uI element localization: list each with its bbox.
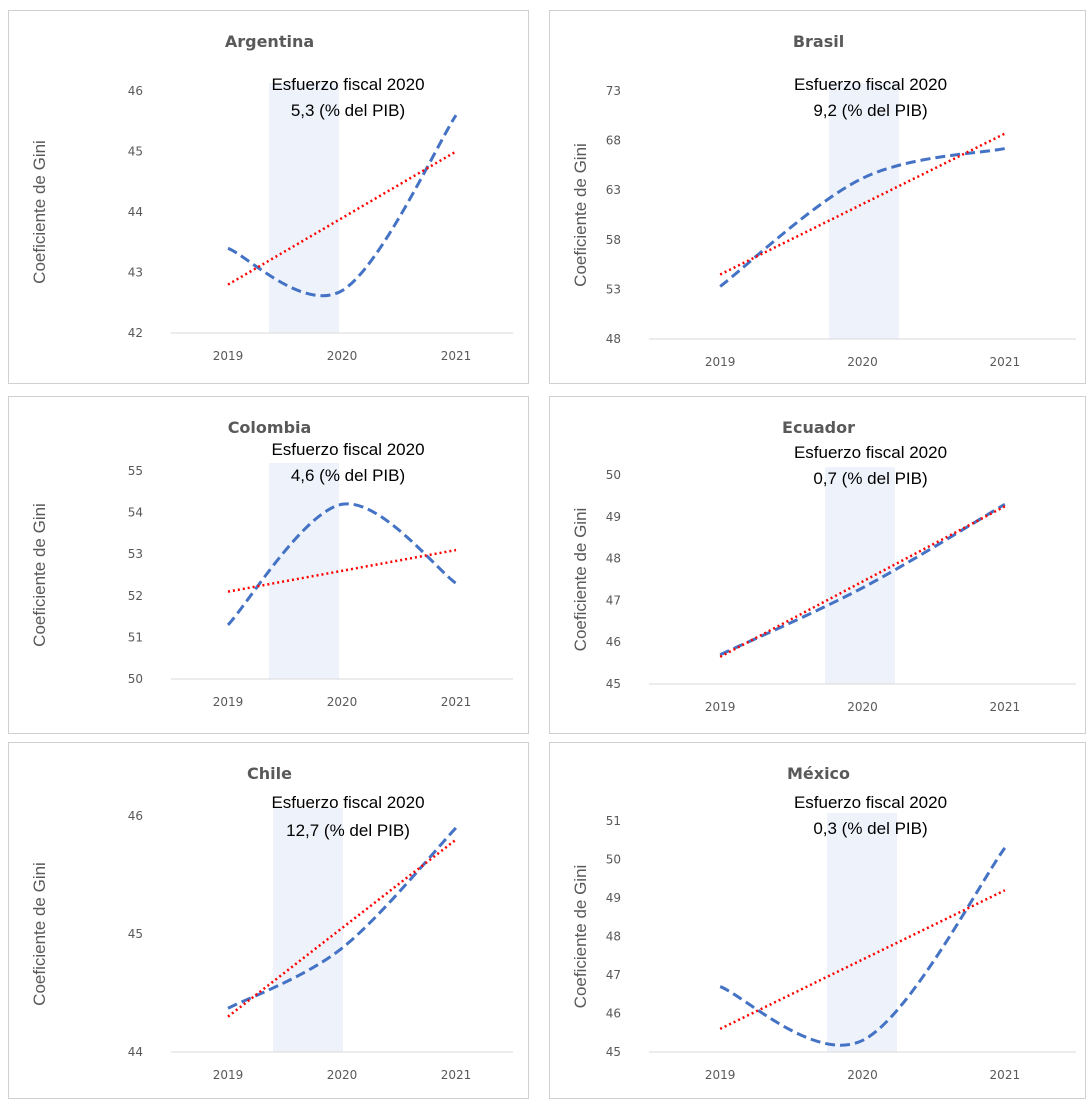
y-axis-label: Coeficiente de Gini	[571, 508, 590, 652]
y-tick-label: 51	[128, 630, 143, 644]
y-tick-label: 45	[606, 677, 621, 691]
annotation-title: Esfuerzo fiscal 2020	[794, 443, 947, 462]
y-axis-label: Coeficiente de Gini	[30, 140, 49, 284]
chart-title: Ecuador	[782, 418, 855, 437]
y-axis-label: Coeficiente de Gini	[571, 143, 590, 287]
chart-title: Colombia	[228, 418, 312, 437]
annotation-title: Esfuerzo fiscal 2020	[271, 440, 424, 459]
y-tick-label: 46	[606, 1007, 621, 1021]
chart-panel-mexico: México Coeficiente de Gini 45 46 47 48 49 50 51 2…	[549, 742, 1086, 1099]
y-tick-label: 53	[128, 547, 143, 561]
chart-svg-argentina: Argentina Coeficiente de Gini 42 43 44 45 46 20…	[9, 11, 530, 385]
x-tick-label: 2021	[990, 700, 1021, 714]
x-tick-label: 2019	[705, 355, 736, 369]
x-tick-label: 2021	[441, 695, 472, 709]
chart-panel-ecuador: Ecuador Coeficiente de Gini 45 46 47 48 49 50 20…	[549, 396, 1086, 734]
chart-panel-chile: Chile Coeficiente de Gini 44 45 46 2019 2020 20…	[8, 742, 529, 1099]
y-tick-label: 42	[128, 326, 143, 340]
y-tick-label: 46	[606, 635, 621, 649]
annotation-value: 5,3 (% del PIB)	[291, 101, 405, 120]
x-tick-label: 2020	[327, 1068, 358, 1082]
y-tick-label: 48	[606, 930, 621, 944]
chart-title: Chile	[247, 764, 292, 783]
y-tick-label: 63	[606, 183, 621, 197]
chart-panel-colombia: Colombia Coeficiente de Gini 50 51 52 53 54 55 2…	[8, 396, 529, 734]
y-tick-label: 44	[128, 205, 143, 219]
annotation-value: 9,2 (% del PIB)	[813, 101, 927, 120]
x-tick-label: 2021	[441, 349, 472, 363]
chart-title: México	[787, 764, 850, 783]
y-tick-label: 73	[606, 84, 621, 98]
chart-svg-ecuador: Ecuador Coeficiente de Gini 45 46 47 48 49 50 20…	[550, 397, 1087, 735]
x-tick-label: 2020	[847, 1068, 878, 1082]
chart-svg-colombia: Colombia Coeficiente de Gini 50 51 52 53 54 55 2…	[9, 397, 530, 735]
chart-svg-mexico: México Coeficiente de Gini 45 46 47 48 49 50 51 2…	[550, 743, 1087, 1100]
y-tick-label: 48	[606, 552, 621, 566]
y-tick-label: 50	[128, 672, 143, 686]
chart-panel-argentina: Argentina Coeficiente de Gini 42 43 44 45 46 20…	[8, 10, 529, 384]
annotation-value: 0,7 (% del PIB)	[813, 469, 927, 488]
annotation-value: 0,3 (% del PIB)	[813, 819, 927, 838]
y-tick-label: 50	[606, 853, 621, 867]
chart-title: Brasil	[793, 32, 844, 51]
highlight-band-2020	[829, 83, 899, 339]
y-tick-label: 45	[128, 145, 143, 159]
y-tick-label: 45	[128, 927, 143, 941]
y-tick-label: 46	[128, 809, 143, 823]
series-dashed-line	[228, 115, 456, 296]
y-axis-label: Coeficiente de Gini	[571, 865, 590, 1009]
x-tick-label: 2019	[705, 700, 736, 714]
annotation-title: Esfuerzo fiscal 2020	[794, 793, 947, 812]
annotation-title: Esfuerzo fiscal 2020	[271, 793, 424, 812]
y-tick-label: 55	[128, 464, 143, 478]
y-tick-label: 43	[128, 266, 143, 280]
chart-svg-brasil: Brasil Coeficiente de Gini 48 53 58 63 68 73 201…	[550, 11, 1087, 385]
y-tick-label: 51	[606, 814, 621, 828]
x-tick-label: 2021	[990, 355, 1021, 369]
annotation-value: 4,6 (% del PIB)	[291, 466, 405, 485]
y-tick-label: 45	[606, 1045, 621, 1059]
y-tick-label: 54	[128, 506, 143, 520]
highlight-band-2020	[269, 463, 339, 679]
chart-svg-chile: Chile Coeficiente de Gini 44 45 46 2019 2020 20…	[9, 743, 530, 1100]
series-dashed-line	[228, 504, 456, 625]
y-tick-label: 47	[606, 593, 621, 607]
x-tick-label: 2019	[213, 695, 244, 709]
x-tick-label: 2020	[327, 349, 358, 363]
x-tick-label: 2019	[213, 349, 244, 363]
y-tick-label: 53	[606, 282, 621, 296]
y-tick-label: 52	[128, 589, 143, 603]
y-tick-label: 68	[606, 134, 621, 148]
y-tick-label: 49	[606, 891, 621, 905]
highlight-band-2020	[273, 808, 343, 1052]
y-tick-label: 47	[606, 968, 621, 982]
annotation-title: Esfuerzo fiscal 2020	[794, 75, 947, 94]
chart-title: Argentina	[225, 32, 314, 51]
annotation-value: 12,7 (% del PIB)	[286, 821, 410, 840]
y-tick-label: 49	[606, 510, 621, 524]
y-tick-label: 50	[606, 468, 621, 482]
x-tick-label: 2021	[441, 1068, 472, 1082]
highlight-band-2020	[827, 813, 897, 1052]
y-axis-label: Coeficiente de Gini	[30, 862, 49, 1006]
annotation-title: Esfuerzo fiscal 2020	[271, 75, 424, 94]
x-tick-label: 2020	[847, 700, 878, 714]
x-tick-label: 2019	[213, 1068, 244, 1082]
x-tick-label: 2020	[327, 695, 358, 709]
y-tick-label: 48	[606, 332, 621, 346]
x-tick-label: 2021	[990, 1068, 1021, 1082]
y-tick-label: 44	[128, 1045, 143, 1059]
y-tick-label: 58	[606, 233, 621, 247]
y-tick-label: 46	[128, 84, 143, 98]
y-axis-label: Coeficiente de Gini	[30, 503, 49, 647]
x-tick-label: 2020	[847, 355, 878, 369]
x-tick-label: 2019	[705, 1068, 736, 1082]
chart-panel-brasil: Brasil Coeficiente de Gini 48 53 58 63 68 73 201…	[549, 10, 1086, 384]
